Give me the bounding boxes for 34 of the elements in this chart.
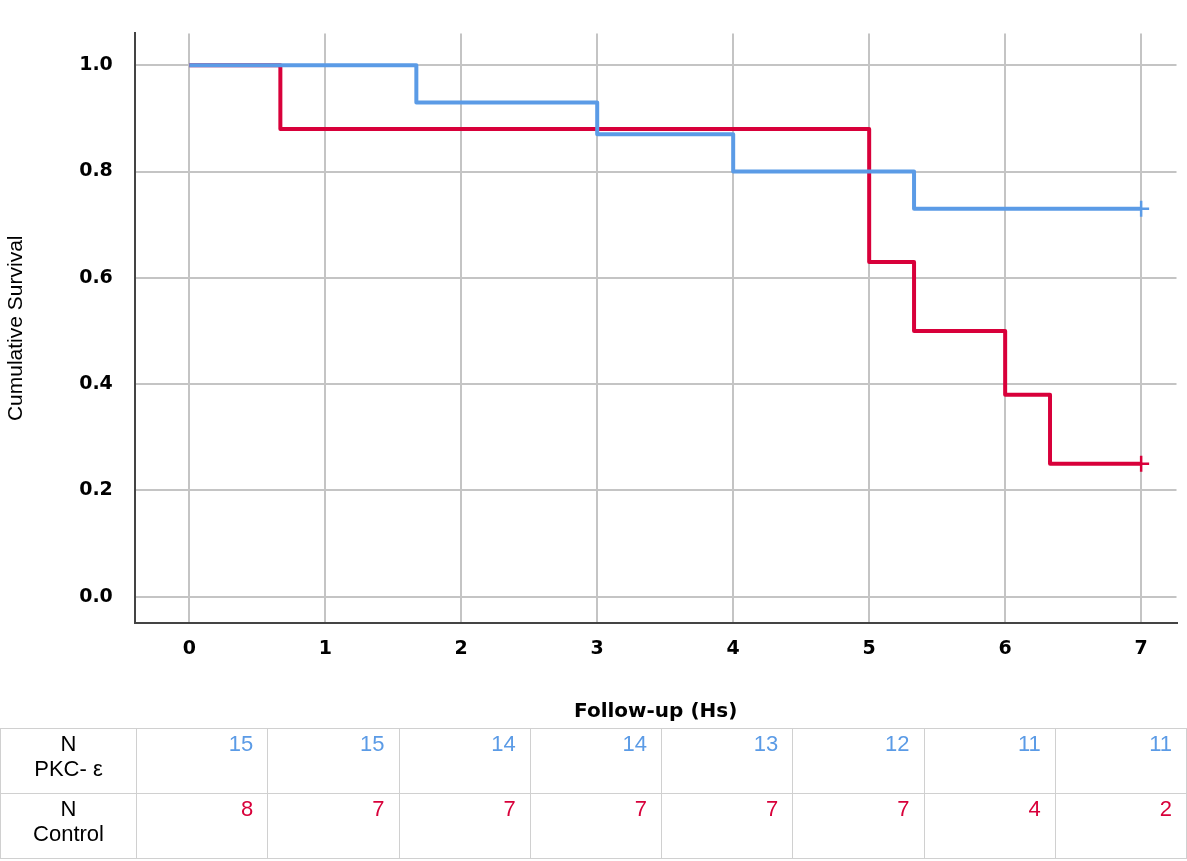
text: 2 <box>1055 793 1187 859</box>
text: 14 <box>530 728 662 794</box>
text: N Control <box>0 793 137 859</box>
y-tick-label: 0.0 <box>79 583 113 606</box>
y-tick-label: 1.0 <box>79 52 113 75</box>
text: 15 <box>136 728 268 794</box>
text: 7 <box>267 793 399 859</box>
y-tick-label: 0.2 <box>79 477 113 500</box>
text: 7 <box>661 793 793 859</box>
y-tick-label: 0.8 <box>79 158 113 181</box>
x-tick-label: 7 <box>1134 635 1148 658</box>
x-tick-label: 6 <box>998 635 1012 658</box>
y-tick-label: 0.4 <box>79 371 113 394</box>
y-axis-title: Cumulative Survival <box>3 235 27 422</box>
text: N PKC- ε <box>0 728 137 794</box>
x-tick-label: 3 <box>590 635 604 658</box>
text: 7 <box>792 793 924 859</box>
text: 11 <box>924 728 1056 794</box>
text: 12 <box>792 728 924 794</box>
x-axis-title: Follow-up (Hs) <box>574 698 738 723</box>
x-tick-label: 4 <box>726 635 740 658</box>
text: 11 <box>1055 728 1187 794</box>
text: 4 <box>924 793 1056 859</box>
x-tick-label: 5 <box>862 635 876 658</box>
text: 13 <box>661 728 793 794</box>
x-tick-label: 2 <box>454 635 468 658</box>
text: 14 <box>399 728 531 794</box>
x-tick-label: 0 <box>182 635 196 658</box>
text: 7 <box>530 793 662 859</box>
x-tick-label: 1 <box>318 635 332 658</box>
text: 15 <box>267 728 399 794</box>
y-tick-label: 0.6 <box>79 264 113 287</box>
text: 7 <box>399 793 531 859</box>
text: 8 <box>136 793 268 859</box>
